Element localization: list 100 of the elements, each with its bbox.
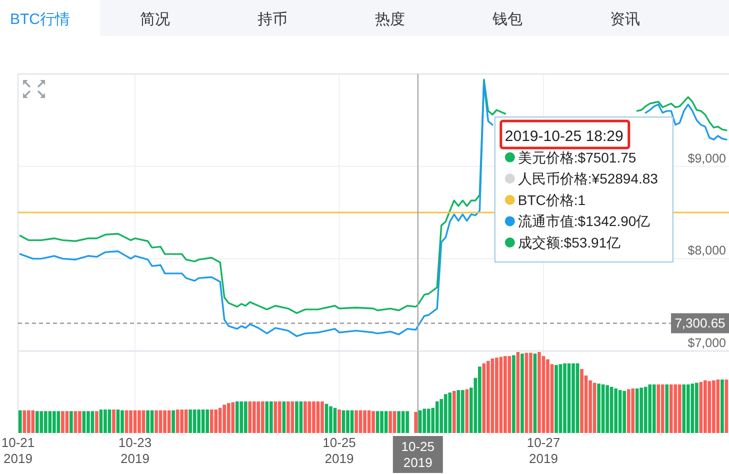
bar [452,390,456,433]
bar [108,410,112,433]
bar [538,352,541,433]
annotation: 2019-10-25 18:29 [504,128,624,145]
bar [197,410,200,433]
bar [61,411,64,433]
bar [460,390,464,433]
bar [384,411,388,433]
bar [329,406,332,433]
bar [31,410,35,433]
bar [138,410,141,433]
bar [380,411,384,433]
bar [244,401,248,433]
bar [278,401,282,433]
bar [652,384,656,433]
bar [201,410,205,433]
bar [133,410,137,433]
bar [142,410,146,433]
bar [529,352,532,433]
bar [435,401,439,433]
bar [422,408,426,433]
bar [406,411,409,433]
bar [558,364,562,433]
bar [112,410,116,433]
bar [354,410,358,433]
bar [129,410,132,433]
bar [678,384,682,433]
bar [601,384,605,433]
bar [248,401,252,433]
bar [524,352,528,433]
bar [274,401,278,433]
bar [456,390,460,433]
bar [338,410,341,433]
bar [716,380,720,433]
bar [614,388,618,433]
bar [48,411,52,433]
bar [512,355,516,433]
bar [146,410,150,433]
bar [342,410,346,433]
bar [316,401,320,433]
bar [520,354,524,433]
bar [465,389,469,433]
annotation: 流通市值:$1342.90亿 [518,213,650,230]
bar [270,401,273,433]
bar [665,384,669,433]
bar [699,382,703,433]
bar [631,388,634,433]
bar [576,363,580,433]
bar [70,411,73,433]
bar [120,410,124,433]
bar [210,410,214,433]
y-tick-label: $7,000 [688,336,726,350]
bar [86,411,90,433]
bar [363,410,366,433]
bar [720,380,724,433]
bar [172,410,175,433]
bar [350,410,354,433]
bar [708,381,712,433]
bar [35,411,39,433]
annotation: 美元价格:$7501.75 [518,149,636,166]
bar [597,384,600,433]
bar [282,401,286,433]
bar [214,410,218,433]
bar [180,410,184,433]
bar [56,411,60,433]
bar [154,410,158,433]
bar [206,410,210,433]
bar [150,410,154,433]
bar [592,382,596,433]
bar [78,411,82,433]
bar [231,402,235,433]
bar [508,356,512,433]
bar [567,363,571,433]
bar [690,384,694,433]
bar [184,410,188,433]
bar [90,411,94,433]
bar [682,384,686,433]
bar [52,411,56,433]
tab-label: 持币 [258,11,288,28]
tab-label: 资讯 [610,11,640,28]
bar [640,388,644,433]
bar [26,410,30,433]
bar [372,411,375,433]
bar [358,410,362,433]
bar [252,401,256,433]
y-tick-label: $9,000 [688,151,726,166]
bar [256,401,260,433]
bar [320,401,324,433]
bar [304,401,307,433]
bar [495,358,498,433]
bar [116,410,120,433]
bar [388,411,392,433]
bar [158,410,162,433]
bar [533,354,537,433]
annotation: BTC价格:1 [518,192,586,208]
bar [188,410,192,433]
bar [346,410,350,433]
bar [542,356,546,433]
bar [580,369,584,433]
bar [167,410,171,433]
